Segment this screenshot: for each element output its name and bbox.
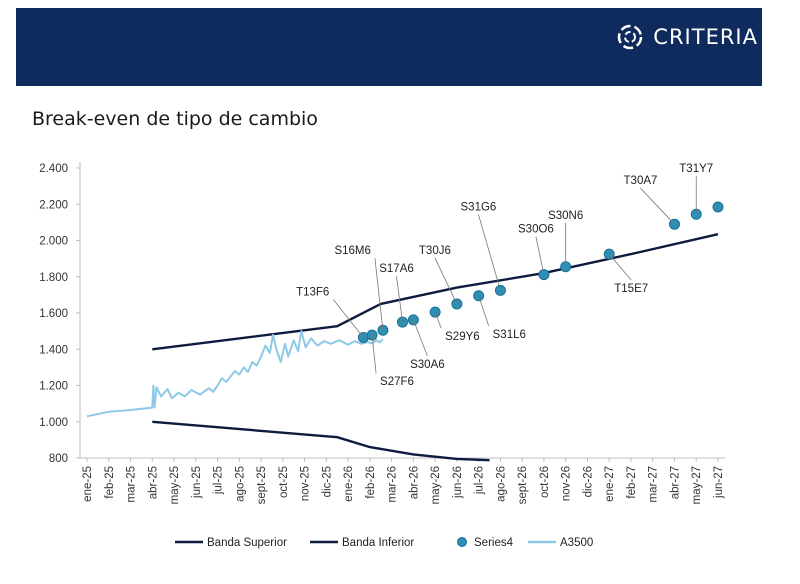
- x-tick-label: jun-25: [191, 466, 203, 499]
- x-tick-label: jul-26: [474, 466, 486, 495]
- y-tick-label: 2.400: [39, 163, 68, 175]
- x-tick-label: ago-26: [495, 466, 507, 502]
- x-tick-label: jun-27: [713, 466, 725, 499]
- legend-label-banda-inferior: Banda Inferior: [342, 537, 414, 549]
- x-tick-label: oct-25: [278, 466, 290, 498]
- point-label-s31l6: S31L6: [493, 329, 526, 341]
- series-layer: [86, 201, 724, 462]
- x-tick-label: abr-26: [408, 466, 420, 499]
- x-tick-label: ene-26: [343, 466, 355, 502]
- label-leader-line: [333, 299, 364, 338]
- legend: Banda Superior Banda Inferior Series4 A3500: [175, 537, 593, 549]
- legend-marker-series4: [457, 537, 467, 547]
- label-leader-line: [478, 295, 490, 326]
- label-leader-line: [478, 214, 501, 291]
- label-leader-line: [640, 187, 675, 225]
- point-labels: T13F6 S27F6 S16M6 S17A6 S30A6 S29Y6 T30J6 S31L6…: [296, 163, 713, 388]
- x-tick-label: dic-25: [321, 466, 333, 497]
- point-label-t13f6: T13F6: [296, 286, 329, 298]
- y-tick-label: 2.000: [39, 236, 68, 248]
- y-tick-label: 1.400: [39, 344, 68, 356]
- point-label-s29y6: S29Y6: [445, 331, 480, 343]
- x-tick-label: ago-25: [234, 466, 246, 502]
- x-tick-label: feb-26: [365, 466, 377, 499]
- x-tick-label: nov-26: [561, 466, 573, 501]
- y-axis: 800 1.000 1.200 1.400 1.600 1.800 2.000 2.200 2.…: [39, 162, 81, 465]
- y-tick-label: 1.000: [39, 417, 68, 429]
- header-banner: CRITERIA: [16, 8, 762, 86]
- x-tick-label: abr-25: [147, 466, 159, 499]
- label-leader-line: [535, 236, 545, 275]
- x-tick-label: sept-25: [256, 466, 268, 504]
- x-axis: ene-25 feb-25 mar-25 abr-25 may-25 jun-25 jul-…: [80, 457, 725, 504]
- x-tick-label: may-26: [430, 466, 442, 504]
- series-line-banda-inferior: [152, 420, 490, 462]
- legend-label-banda-superior: Banda Superior: [207, 537, 287, 549]
- label-leader-line: [396, 276, 403, 323]
- point-label-t15e7: T15E7: [614, 283, 648, 295]
- x-tick-label: feb-25: [104, 466, 116, 499]
- x-tick-label: jul-25: [213, 466, 225, 495]
- x-tick-label: oct-26: [539, 466, 551, 498]
- legend-label-series4: Series4: [474, 537, 514, 549]
- point-label-s31g6: S31G6: [461, 201, 497, 213]
- label-leader-line: [608, 253, 632, 281]
- y-tick-label: 1.600: [39, 308, 68, 320]
- point-label-t31y7: T31Y7: [679, 163, 713, 175]
- brand-name: CRITERIA: [653, 25, 758, 49]
- x-tick-label: ene-25: [82, 466, 94, 502]
- label-leader-line: [434, 257, 458, 305]
- point-label-s30a6: S30A6: [410, 359, 445, 371]
- series-line-a3500: [86, 330, 384, 418]
- label-leader-line: [413, 319, 428, 357]
- legend-label-a3500: A3500: [560, 537, 593, 549]
- y-tick-label: 1.200: [39, 381, 68, 393]
- x-tick-label: abr-27: [669, 466, 681, 499]
- x-tick-label: mar-27: [648, 466, 660, 502]
- x-tick-label: ene-27: [604, 466, 616, 502]
- x-tick-label: dic-26: [582, 466, 594, 497]
- chart-title: Break-even de tipo de cambio: [32, 108, 318, 130]
- series-line-banda-superior: [152, 233, 719, 351]
- label-leader-line: [371, 335, 377, 374]
- point-label-t30j6: T30J6: [419, 245, 451, 257]
- x-tick-label: may-25: [169, 466, 181, 504]
- point-label-s17a6: S17A6: [379, 263, 414, 275]
- y-tick-label: 1.800: [39, 272, 68, 284]
- criteria-logo-icon: [618, 24, 643, 50]
- y-tick-label: 2.200: [39, 199, 68, 211]
- x-tick-label: jun-26: [452, 466, 464, 499]
- point-label-s30o6: S30O6: [518, 224, 554, 236]
- x-tick-label: nov-25: [300, 466, 312, 501]
- point-label-s27f6: S27F6: [380, 376, 414, 388]
- point-label-t30a7: T30A7: [624, 175, 658, 187]
- gridlines: [76, 167, 80, 459]
- x-tick-label: may-27: [691, 466, 703, 504]
- x-tick-label: feb-27: [626, 466, 638, 499]
- y-tick-label: 800: [49, 453, 68, 465]
- point-label-s30n6: S30N6: [548, 210, 583, 222]
- x-tick-label: sept-26: [517, 466, 529, 504]
- x-tick-label: mar-25: [126, 466, 138, 502]
- label-leader-line: [374, 258, 384, 331]
- label-leader-line: [434, 311, 442, 329]
- series4-point: [712, 201, 724, 213]
- point-label-s16m6: S16M6: [334, 245, 370, 257]
- x-tick-label: mar-26: [387, 466, 399, 502]
- criteria-logo: CRITERIA: [615, 22, 758, 52]
